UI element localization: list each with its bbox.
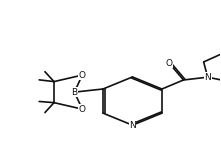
Text: N: N [129,121,136,130]
Text: N: N [204,73,211,82]
Text: B: B [71,88,78,97]
Text: O: O [79,105,86,114]
Text: O: O [79,71,86,80]
Text: O: O [166,59,173,68]
